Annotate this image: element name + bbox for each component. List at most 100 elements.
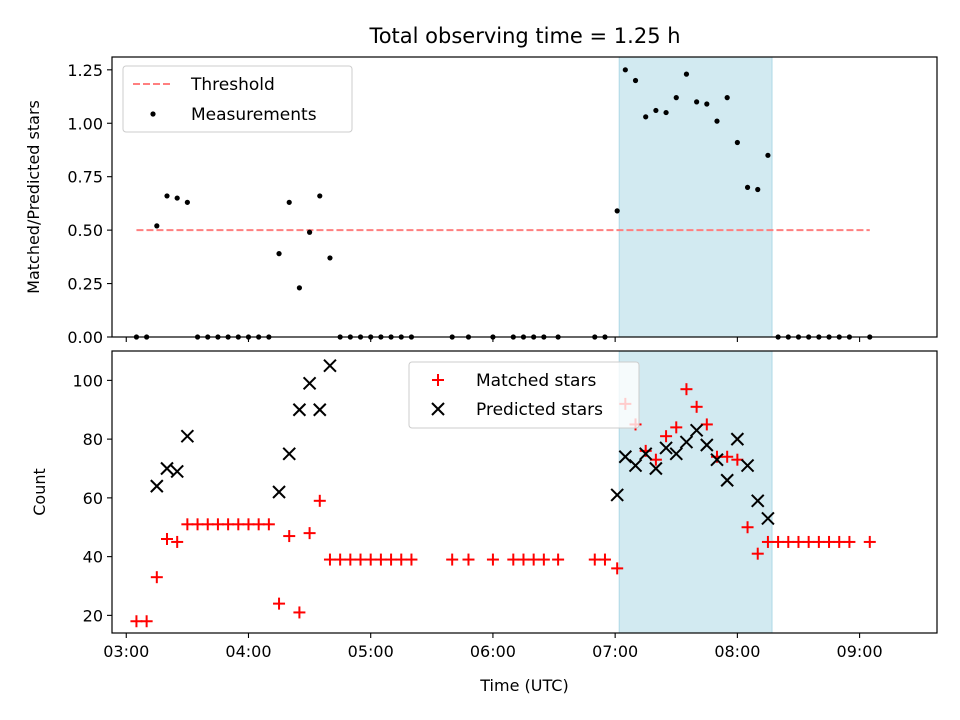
ratio-legend-box — [122, 65, 353, 133]
measurement-point — [614, 208, 620, 214]
matched-star-point — [782, 535, 795, 548]
legend-predicted-label: Predicted stars — [476, 400, 603, 420]
legend-matched-swatch — [432, 374, 444, 386]
x-tick-label: 03:00 — [103, 642, 149, 661]
matched-star-point — [552, 553, 565, 566]
count-panel: 20 40 60 80 100 03:00 04:00 05:00 06:00 07:00 08:… — [30, 350, 938, 695]
predicted-star-point — [610, 488, 624, 502]
count-x-ticks: 03:00 04:00 05:00 06:00 07:00 08:00 09:00 — [103, 633, 883, 661]
x-axis-label: Time (UTC) — [479, 676, 568, 695]
matched-star-point — [181, 518, 194, 531]
y-tick-label: 100 — [72, 371, 103, 390]
measurement-point — [622, 67, 628, 73]
predicted-star-point — [302, 376, 317, 391]
matched-star-point — [680, 383, 693, 396]
ratio-panel-frame — [111, 56, 938, 338]
predicted-star-point — [313, 403, 327, 417]
chart-title: Total observing time = 1.25 h — [368, 24, 680, 48]
matched-stars-points — [130, 383, 876, 628]
matched-star-point — [293, 606, 306, 619]
measurement-point — [683, 71, 690, 77]
measurement-point — [653, 107, 659, 114]
predicted-star-point — [292, 403, 307, 417]
matched-star-point — [354, 553, 367, 566]
matched-star-point — [222, 518, 235, 531]
predicted-star-point — [689, 423, 704, 438]
matched-star-point — [385, 553, 398, 566]
matched-star-point — [191, 518, 204, 531]
matched-star-point — [731, 453, 744, 466]
matched-star-point — [486, 553, 499, 566]
x-tick-label: 08:00 — [714, 642, 760, 661]
count-legend: Matched stars Predicted stars — [408, 361, 640, 429]
y-tick-label: 1.25 — [67, 61, 103, 80]
matched-star-point — [660, 430, 673, 443]
matched-star-point — [741, 521, 754, 534]
measurement-point — [276, 251, 282, 257]
predicted-star-point — [669, 447, 683, 461]
matched-star-point — [130, 615, 143, 628]
measurement-point — [286, 199, 292, 205]
matched-star-point — [843, 535, 856, 548]
matched-star-point — [283, 530, 296, 543]
measurement-point — [734, 139, 740, 146]
matched-star-point — [395, 553, 408, 566]
y-tick-label: 0.75 — [67, 168, 103, 187]
measurement-point — [663, 109, 669, 116]
x-tick-label: 06:00 — [470, 642, 516, 661]
matched-star-point — [364, 553, 377, 566]
legend-measurements-label: Measurements — [191, 105, 317, 125]
observing-window-band-bottom — [618, 350, 773, 634]
x-tick-label: 04:00 — [225, 642, 271, 661]
predicted-star-point — [659, 441, 673, 455]
predicted-star-point — [323, 358, 337, 373]
matched-star-point — [161, 533, 173, 545]
measurement-point — [327, 255, 333, 261]
x-tick-label: 05:00 — [348, 642, 394, 661]
matched-star-point — [232, 518, 245, 531]
y-tick-label: 80 — [83, 430, 103, 449]
matched-star-point — [252, 518, 265, 531]
matched-star-point — [690, 400, 703, 413]
predicted-star-point — [649, 461, 663, 476]
legend-threshold-label: Threshold — [190, 75, 275, 95]
matched-star-point — [537, 553, 550, 566]
matched-star-point — [405, 553, 418, 566]
predicted-star-point — [679, 435, 694, 449]
measurement-point — [184, 199, 190, 205]
count-legend-box — [408, 361, 640, 429]
predicted-star-point — [170, 464, 184, 479]
count-panel-frame — [111, 350, 938, 634]
matched-star-point — [611, 562, 624, 575]
measurement-point — [164, 193, 170, 199]
predicted-star-point — [150, 479, 164, 493]
matched-star-point — [374, 553, 387, 566]
y-tick-label: 20 — [83, 606, 103, 625]
measurement-point — [306, 229, 313, 235]
matched-star-point — [772, 535, 785, 548]
measurement-point — [317, 193, 323, 199]
measurement-point — [673, 95, 679, 101]
legend-predicted-swatch — [431, 402, 445, 416]
predicted-star-point — [730, 432, 745, 446]
predicted-star-point — [710, 452, 724, 467]
x-tick-label: 09:00 — [837, 642, 883, 661]
measurement-point — [632, 77, 639, 84]
x-tick-label: 07:00 — [592, 642, 638, 661]
ratio-legend: Threshold Measurements — [122, 65, 353, 133]
matched-star-point — [323, 553, 336, 566]
predicted-star-point — [272, 485, 286, 499]
predicted-star-point — [740, 458, 755, 473]
measurement-point — [714, 118, 720, 124]
matched-star-point — [812, 535, 825, 548]
predicted-stars-points — [150, 358, 775, 526]
y-tick-label: 0.50 — [67, 221, 103, 240]
matched-star-point — [588, 553, 601, 566]
predicted-star-point — [282, 447, 296, 461]
predicted-star-point — [751, 494, 765, 508]
matched-star-point — [201, 518, 214, 531]
predicted-star-point — [180, 429, 195, 443]
predicted-star-point — [761, 511, 775, 526]
measurement-point — [174, 195, 180, 201]
matched-star-point — [792, 535, 805, 548]
